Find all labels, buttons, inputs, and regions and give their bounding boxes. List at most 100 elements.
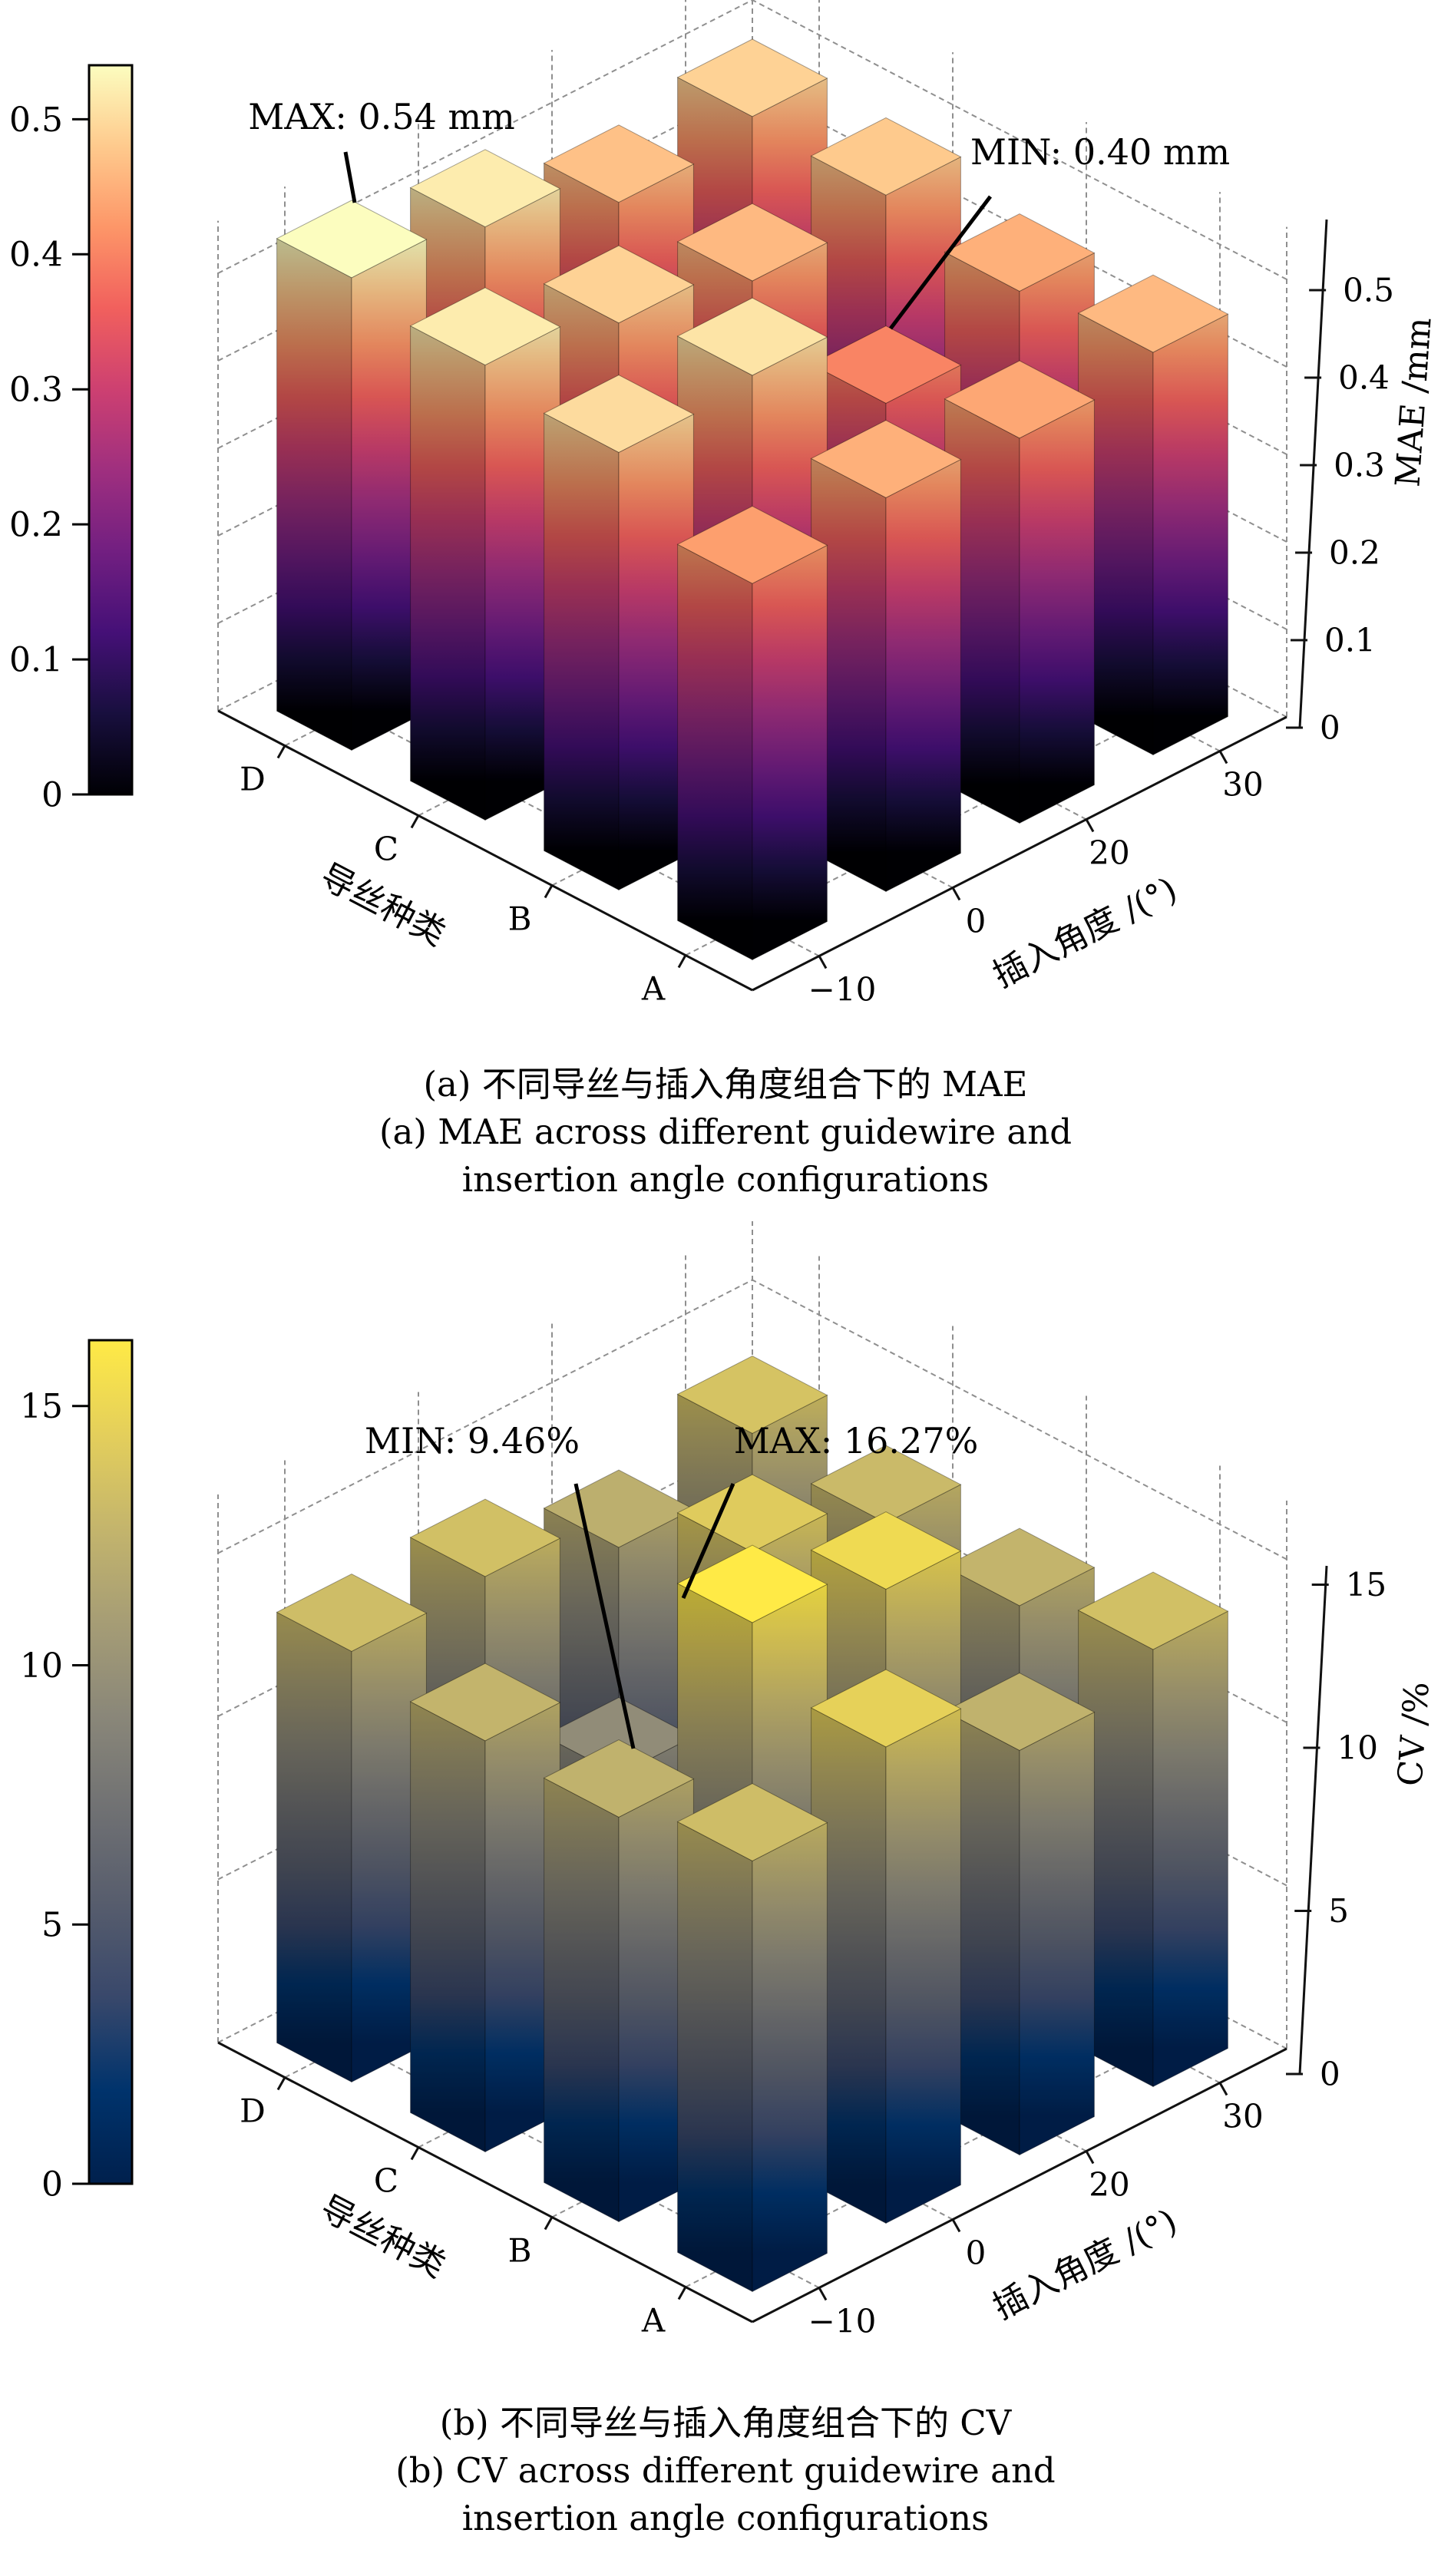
y-ticklabel-b-1: B	[508, 2232, 532, 2270]
bar-face-top	[810, 1669, 962, 1748]
y-ticklabel-b-0: A	[641, 2302, 666, 2340]
y-ticklabel-a-2: C	[374, 831, 398, 868]
bar-face-top	[409, 149, 561, 228]
bar-face-left-shade	[811, 1707, 886, 2224]
bar-face-left-shade	[544, 1778, 619, 2222]
bar-face-top	[676, 297, 828, 376]
annotation-line-a-1	[889, 195, 992, 330]
annotation-line-b-0	[573, 1483, 636, 1749]
bars-b	[276, 1356, 1229, 2293]
bar-face-right-shade	[1153, 314, 1228, 755]
bar-face-right-shade	[619, 1778, 694, 2222]
annotation-text-a-1: MIN: 0.40 mm	[970, 131, 1230, 173]
colorbar-ticklabel-b: 10	[20, 1646, 63, 1686]
bar-face-top	[944, 213, 1096, 292]
x-ticklabel-b-1: 0	[966, 2234, 987, 2272]
colorbar-ticklabel-b: 15	[20, 1387, 63, 1426]
bar-face-right-shade	[619, 414, 694, 890]
x-ticklabel-b-2: 20	[1089, 2166, 1129, 2204]
chart-b-cv-3d-bar: 0 5 10 15 −10 A 0 B 20 C 30 D 0 5 10 15 插入角度 /(°) 导丝种类 CV …	[20, 1221, 1437, 2340]
bar-face-top	[944, 360, 1096, 439]
z-ticklabel-b-1: 5	[1328, 1892, 1349, 1930]
z-ticklabel-a-2: 0.2	[1329, 534, 1380, 572]
bar-face-right-shade	[1153, 1611, 1228, 2087]
bar-a-C-−10	[409, 287, 561, 821]
bar-face-top	[944, 1527, 1096, 1607]
x-ticklabel-a-2: 20	[1089, 834, 1129, 872]
colorbar-ticklabel-a: 0.5	[9, 101, 63, 140]
z-axis-label-a: MAE /mm	[1388, 316, 1439, 488]
bar-face-top	[944, 1673, 1096, 1751]
y-ticklabel-a-3: D	[240, 761, 266, 798]
bar-face-right-shade	[752, 545, 828, 960]
bar-face-top	[409, 1663, 561, 1742]
annotation-line-b-1	[681, 1483, 735, 1599]
caption-a: (a) 不同导丝与插入角度组合下的 MAE (a) MAE across dif…	[0, 1061, 1451, 1204]
colorbar-b: 0 5 10 15	[20, 1339, 134, 2204]
z-axis-label-b: CV /%	[1390, 1680, 1436, 1787]
bar-b-A-−10	[676, 1783, 828, 2293]
colorbar-ticklabel-a: 0.2	[9, 506, 63, 545]
bar-face-left-shade	[410, 1701, 485, 2152]
colorbar-ticklabel-a: 0.4	[9, 236, 63, 275]
x-ticklabel-b-3: 30	[1222, 2098, 1263, 2135]
z-ticklabel-a-5: 0.5	[1343, 272, 1394, 309]
bar-face-top	[543, 1469, 695, 1548]
bar-face-right-shade	[886, 1709, 961, 2224]
bar-face-top	[810, 420, 962, 498]
bar-face-top	[676, 505, 828, 584]
axes-a	[217, 219, 1328, 992]
bar-face-left-shade	[1078, 1610, 1153, 2087]
colorbar-gradient-a	[88, 64, 134, 796]
annotation-text-a-0: MAX: 0.54 mm	[248, 96, 514, 137]
z-ticklabel-a-1: 0.1	[1324, 622, 1376, 659]
bar-face-left-shade	[276, 238, 352, 751]
bar-a-A-20	[944, 360, 1096, 824]
colorbar-a: 0 0.1 0.2 0.3 0.4 0.5	[9, 64, 134, 814]
bar-face-left-shade	[276, 1612, 352, 2082]
bar-face-right-shade	[485, 1702, 560, 2152]
bar-face-top	[543, 245, 695, 324]
bar-b-A-30	[1077, 1571, 1229, 2088]
bar-face-top	[676, 38, 828, 117]
annotation-text-b-0: MIN: 9.46%	[365, 1420, 580, 1461]
z-ticklabel-b-0: 0	[1320, 2056, 1340, 2093]
bar-face-top	[409, 1498, 561, 1577]
bar-a-B-−10	[543, 375, 695, 891]
annotation-text-b-1: MAX: 16.27%	[734, 1420, 979, 1461]
colorbar-ticklabel-a: 0	[41, 775, 63, 814]
bar-face-right-shade	[485, 326, 560, 821]
x-ticklabel-a-1: 0	[966, 903, 987, 940]
x-ticklabel-a-0: −10	[808, 971, 877, 1009]
caption-b-line-zh: (b) 不同导丝与插入角度组合下的 CV	[439, 2403, 1012, 2443]
bar-a-A-30	[1077, 274, 1229, 756]
bar-b-C-−10	[409, 1663, 561, 2153]
caption-a-line-en2: insertion angle configurations	[461, 1159, 990, 1200]
y-ticklabel-a-0: A	[641, 970, 666, 1008]
x-ticklabel-b-0: −10	[808, 2303, 877, 2340]
y-ticklabel-b-3: D	[240, 2092, 266, 2130]
bar-face-top	[810, 1511, 962, 1590]
bar-b-B-−10	[543, 1739, 695, 2223]
caption-b-line-en1: (b) CV across different guidewire and	[395, 2450, 1056, 2491]
bar-face-top	[676, 203, 828, 282]
bar-face-top	[543, 375, 695, 453]
bar-face-left-shade	[944, 398, 1020, 824]
caption-a-line-en1: (a) MAE across different guidewire and	[379, 1111, 1072, 1152]
bar-face-top	[409, 287, 561, 366]
bar-face-top	[676, 1356, 828, 1434]
bar-face-left-shade	[944, 1711, 1020, 2155]
y-axis-label-b: 导丝种类	[314, 2188, 452, 2286]
bar-face-right-shade	[752, 1822, 828, 2292]
bar-a-D-−10	[276, 200, 428, 751]
bar-face-right-shade	[352, 1613, 427, 2082]
bars-a	[276, 38, 1229, 961]
y-ticklabel-a-1: B	[508, 900, 532, 938]
bar-face-top	[676, 1783, 828, 1861]
x-ticklabel-a-3: 30	[1222, 766, 1263, 804]
bar-face-top	[543, 1739, 695, 1818]
bar-face-top	[810, 117, 962, 196]
bar-face-top	[676, 1544, 828, 1623]
bar-b-A-0	[810, 1669, 962, 2224]
